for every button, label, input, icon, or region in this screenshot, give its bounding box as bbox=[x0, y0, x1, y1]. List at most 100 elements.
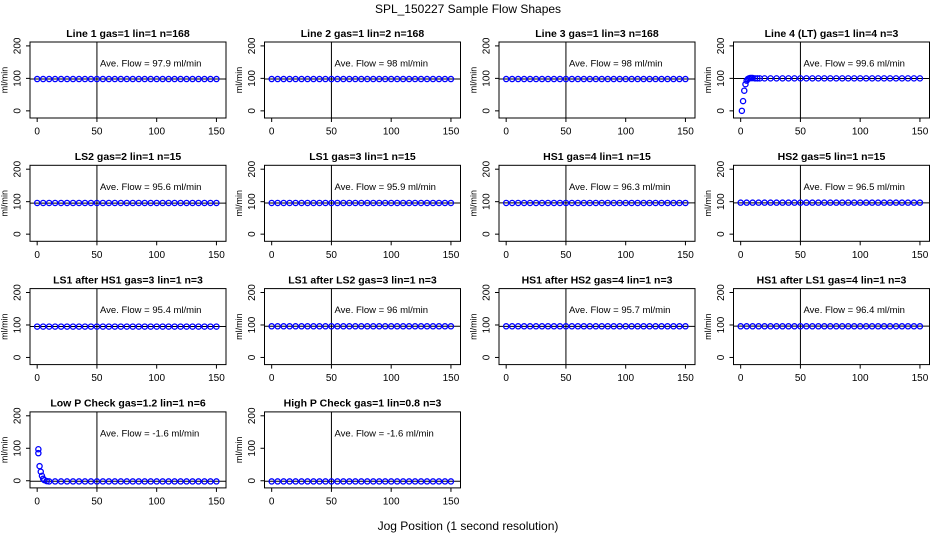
y-tick-label: 100 bbox=[13, 316, 24, 333]
point bbox=[69, 75, 77, 83]
point bbox=[803, 323, 810, 330]
point bbox=[51, 199, 59, 207]
point bbox=[514, 199, 522, 207]
point bbox=[310, 323, 317, 330]
point bbox=[658, 75, 665, 83]
point bbox=[33, 199, 41, 207]
panel-title: High P Check gas=1 lin=0.8 n=3 bbox=[284, 398, 442, 410]
point bbox=[616, 199, 623, 207]
point bbox=[773, 323, 780, 330]
point bbox=[514, 323, 522, 330]
point bbox=[526, 323, 534, 330]
point bbox=[340, 199, 347, 207]
point bbox=[761, 199, 768, 206]
point bbox=[201, 323, 208, 330]
point bbox=[628, 323, 635, 330]
point bbox=[682, 199, 689, 207]
point bbox=[562, 75, 570, 83]
point bbox=[411, 323, 419, 330]
point bbox=[904, 323, 912, 330]
point bbox=[328, 199, 335, 207]
point bbox=[340, 478, 347, 485]
point bbox=[429, 199, 437, 207]
annotation: Ave. Flow = 95.6 ml/min bbox=[100, 182, 201, 193]
point bbox=[358, 478, 365, 485]
y-axis-label: ml/min bbox=[703, 313, 713, 340]
point bbox=[375, 478, 383, 485]
point bbox=[502, 323, 510, 330]
point bbox=[39, 323, 47, 330]
point bbox=[670, 75, 677, 83]
point bbox=[791, 199, 798, 206]
point bbox=[562, 323, 570, 330]
point bbox=[57, 478, 65, 485]
x-tick-label: 150 bbox=[677, 127, 694, 138]
point bbox=[405, 323, 413, 330]
point bbox=[435, 199, 443, 207]
point bbox=[201, 199, 208, 207]
y-axis-label: ml/min bbox=[234, 437, 244, 464]
point bbox=[610, 323, 617, 330]
point bbox=[346, 478, 353, 485]
point bbox=[441, 199, 449, 207]
point bbox=[292, 323, 299, 330]
point bbox=[358, 199, 365, 207]
point bbox=[268, 478, 275, 485]
point bbox=[141, 478, 148, 485]
x-tick-label: 100 bbox=[148, 497, 165, 508]
point bbox=[93, 478, 101, 485]
y-tick-label: 0 bbox=[716, 108, 727, 114]
point bbox=[189, 75, 196, 83]
point bbox=[827, 75, 834, 82]
point bbox=[755, 199, 762, 206]
point bbox=[767, 199, 774, 206]
point bbox=[165, 323, 172, 330]
point bbox=[738, 107, 746, 115]
point bbox=[821, 75, 828, 82]
point bbox=[135, 75, 143, 83]
point bbox=[742, 80, 749, 88]
point bbox=[51, 478, 59, 485]
point bbox=[286, 478, 293, 485]
y-tick-label: 0 bbox=[247, 108, 258, 114]
y-tick-label: 100 bbox=[716, 70, 727, 87]
point bbox=[399, 75, 407, 83]
panel-title: HS1 gas=4 lin=1 n=15 bbox=[543, 151, 651, 163]
point bbox=[189, 478, 196, 485]
panel-title: HS1 after LS1 gas=4 lin=1 n=3 bbox=[757, 274, 907, 286]
point bbox=[850, 75, 858, 82]
point bbox=[177, 199, 184, 207]
point bbox=[880, 323, 888, 330]
y-axis-label: ml/min bbox=[0, 437, 9, 464]
point bbox=[352, 199, 359, 207]
point bbox=[111, 199, 119, 207]
point bbox=[598, 323, 606, 330]
point bbox=[57, 199, 65, 207]
point bbox=[177, 75, 184, 83]
point bbox=[129, 323, 137, 330]
point bbox=[111, 75, 119, 83]
point bbox=[604, 323, 612, 330]
point bbox=[447, 75, 455, 83]
y-tick-label: 100 bbox=[716, 193, 727, 210]
point bbox=[69, 199, 77, 207]
point bbox=[69, 323, 77, 330]
point bbox=[213, 323, 220, 330]
point bbox=[105, 478, 113, 485]
point bbox=[658, 199, 665, 207]
point bbox=[868, 75, 876, 82]
plot-box bbox=[498, 41, 696, 119]
x-tick-label: 150 bbox=[677, 250, 694, 261]
x-tick-label: 150 bbox=[443, 127, 460, 138]
point bbox=[292, 478, 299, 485]
x-tick-label: 50 bbox=[91, 373, 103, 384]
point bbox=[779, 199, 786, 206]
point bbox=[562, 199, 570, 207]
point bbox=[815, 75, 822, 82]
point bbox=[159, 323, 166, 330]
point bbox=[105, 75, 113, 83]
point bbox=[910, 199, 918, 206]
point bbox=[340, 323, 347, 330]
point bbox=[35, 449, 42, 457]
point bbox=[634, 323, 641, 330]
